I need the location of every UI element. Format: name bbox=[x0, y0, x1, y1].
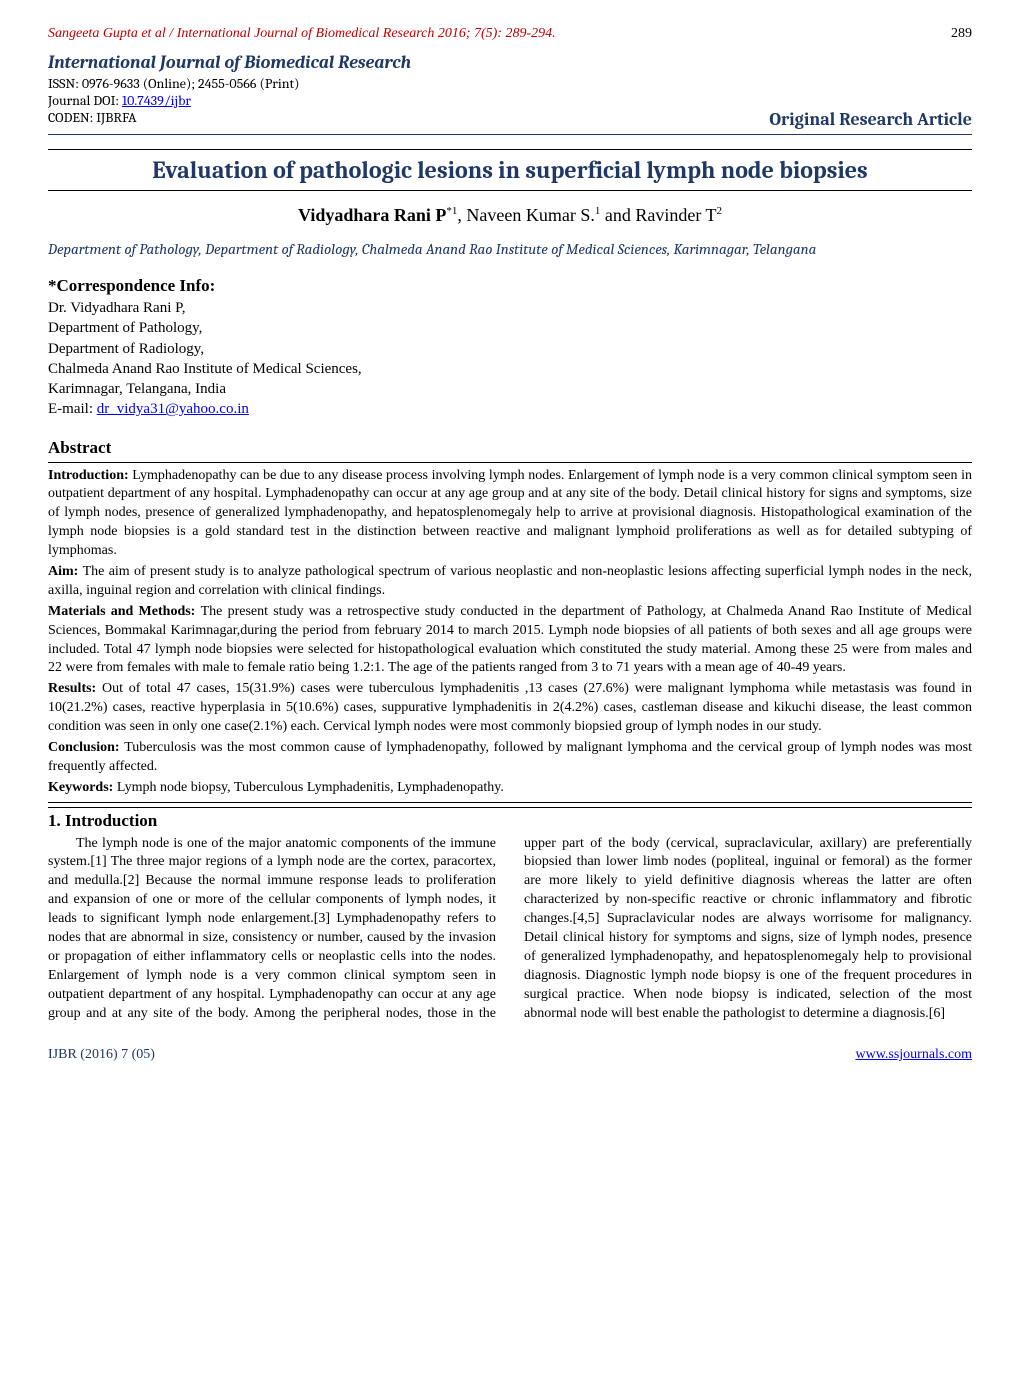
conclusion-text: Tuberculosis was the most common cause o… bbox=[48, 740, 972, 774]
running-header-text: Sangeeta Gupta et al / International Jou… bbox=[48, 26, 556, 42]
corr-line-0: Dr. Vidyadhara Rani P, bbox=[48, 298, 972, 318]
keywords-label: Keywords: bbox=[48, 780, 117, 795]
email-link[interactable]: dr_vidya31@yahoo.co.in bbox=[97, 401, 249, 417]
abstract-aim: Aim: The aim of present study is to anal… bbox=[48, 563, 972, 601]
article-title: Evaluation of pathologic lesions in supe… bbox=[48, 149, 972, 191]
aim-label: Aim: bbox=[48, 564, 83, 579]
body-columns: 1. Introduction The lymph node is one of… bbox=[48, 807, 972, 1024]
correspondence-block: *Correspondence Info: Dr. Vidyadhara Ran… bbox=[48, 276, 972, 420]
keywords-line: Keywords: Lymph node biopsy, Tuberculous… bbox=[48, 779, 972, 798]
divider bbox=[48, 462, 972, 463]
corr-line-2: Department of Radiology, bbox=[48, 339, 972, 359]
abstract-results: Results: Out of total 47 cases, 15(31.9%… bbox=[48, 680, 972, 737]
correspondence-heading: *Correspondence Info: bbox=[48, 276, 972, 296]
corr-line-3: Chalmeda Anand Rao Institute of Medical … bbox=[48, 359, 972, 379]
author-and: and Ravinder T bbox=[600, 205, 716, 225]
lead-author-sup: *1 bbox=[446, 205, 457, 217]
affiliation: Department of Pathology, Department of R… bbox=[48, 240, 972, 258]
authors-line: Vidyadhara Rani P*1, Naveen Kumar S.1 an… bbox=[48, 205, 972, 226]
footer-link[interactable]: www.ssjournals.com bbox=[855, 1047, 972, 1062]
author-sep: , Naveen Kumar S. bbox=[457, 205, 594, 225]
doi-line: Journal DOI: 10.7439/ijbr bbox=[48, 92, 972, 109]
divider bbox=[48, 134, 972, 135]
email-label: E-mail: bbox=[48, 401, 97, 417]
footer-right: www.ssjournals.com bbox=[855, 1047, 972, 1063]
results-label: Results: bbox=[48, 681, 102, 696]
abstract-conclusion: Conclusion: Tuberculosis was the most co… bbox=[48, 739, 972, 777]
journal-name: International Journal of Biomedical Rese… bbox=[48, 52, 972, 73]
conclusion-label: Conclusion: bbox=[48, 740, 124, 755]
corr-email-line: E-mail: dr_vidya31@yahoo.co.in bbox=[48, 399, 972, 419]
author3-sup: 2 bbox=[716, 205, 722, 217]
lead-author: Vidyadhara Rani P bbox=[298, 205, 446, 225]
running-header: Sangeeta Gupta et al / International Jou… bbox=[48, 26, 972, 42]
issn-line: ISSN: 0976-9633 (Online); 2455-0566 (Pri… bbox=[48, 75, 972, 92]
footer-left: IJBR (2016) 7 (05) bbox=[48, 1047, 155, 1063]
mm-label: Materials and Methods: bbox=[48, 604, 201, 619]
coden-row: CODEN: IJBRFA Original Research Article bbox=[48, 109, 972, 130]
intro-text: Lymphadenopathy can be due to any diseas… bbox=[48, 468, 972, 559]
intro-paragraph: The lymph node is one of the major anato… bbox=[48, 835, 972, 1024]
abstract-mm: Materials and Methods: The present study… bbox=[48, 603, 972, 679]
corr-line-4: Karimnagar, Telangana, India bbox=[48, 379, 972, 399]
abstract-intro: Introduction: Lymphadenopathy can be due… bbox=[48, 467, 972, 561]
aim-text: The aim of present study is to analyze p… bbox=[48, 564, 972, 598]
doi-link[interactable]: 10.7439/ijbr bbox=[122, 92, 191, 109]
keywords-text: Lymph node biopsy, Tuberculous Lymphaden… bbox=[117, 780, 504, 795]
abstract-heading: Abstract bbox=[48, 438, 972, 458]
results-text: Out of total 47 cases, 15(31.9%) cases w… bbox=[48, 681, 972, 734]
corr-line-1: Department of Pathology, bbox=[48, 318, 972, 338]
intro-heading: 1. Introduction bbox=[48, 807, 972, 833]
abstract-block: Introduction: Lymphadenopathy can be due… bbox=[48, 467, 972, 798]
page-footer: IJBR (2016) 7 (05) www.ssjournals.com bbox=[48, 1047, 972, 1063]
intro-label: Introduction: bbox=[48, 468, 132, 483]
article-type: Original Research Article bbox=[769, 109, 972, 130]
divider bbox=[48, 802, 972, 803]
coden: CODEN: IJBRFA bbox=[48, 109, 137, 130]
page-number: 289 bbox=[951, 26, 972, 42]
doi-label: Journal DOI: bbox=[48, 92, 122, 109]
